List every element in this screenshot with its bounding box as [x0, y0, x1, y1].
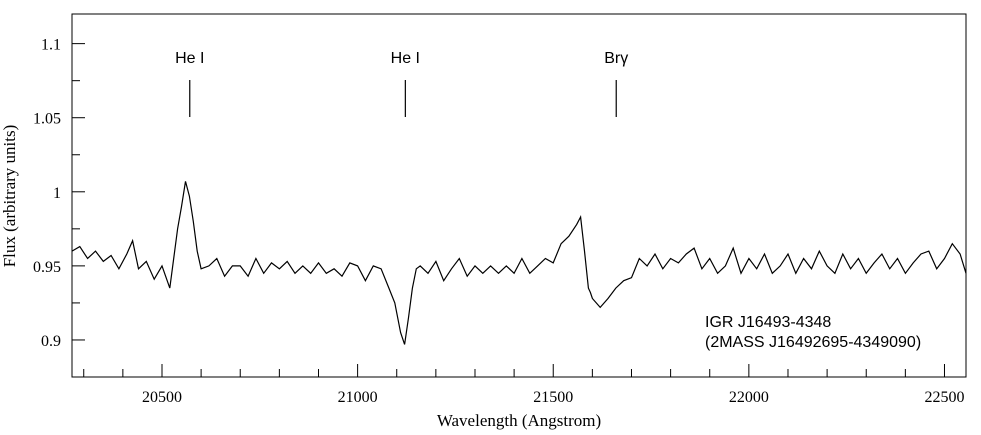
annotation-label: He I [391, 50, 420, 67]
y-tick-label: 1.05 [33, 111, 61, 128]
y-tick-label: 0.9 [41, 333, 61, 350]
spectrum-line [71, 181, 967, 345]
annotation-label: Brγ [604, 50, 628, 67]
annotation-label: He I [175, 50, 204, 67]
y-tick-label: 0.95 [33, 259, 61, 276]
line-annotations: He I He I Brγ [175, 50, 628, 117]
axis-ticks [72, 43, 945, 378]
plot-frame [71, 13, 967, 378]
x-tick-label: 22500 [924, 389, 964, 406]
y-tick-label: 1.1 [41, 37, 61, 54]
y-axis-label: Flux (arbitrary units) [0, 125, 19, 268]
x-tick-label: 21000 [338, 389, 378, 406]
x-tick-label: 21500 [533, 389, 573, 406]
object-label-primary: IGR J16493-4348 [705, 314, 831, 331]
y-tick-labels: 0.9 0.95 1 1.05 1.1 [33, 37, 61, 350]
x-axis-label: Wavelength (Angstrom) [437, 411, 601, 430]
x-tick-label: 22000 [729, 389, 769, 406]
object-label-secondary: (2MASS J16492695-4349090) [705, 334, 921, 351]
x-tick-label: 20500 [142, 389, 182, 406]
x-tick-labels: 20500 21000 21500 22000 22500 [142, 389, 964, 406]
y-tick-label: 1 [53, 185, 61, 202]
